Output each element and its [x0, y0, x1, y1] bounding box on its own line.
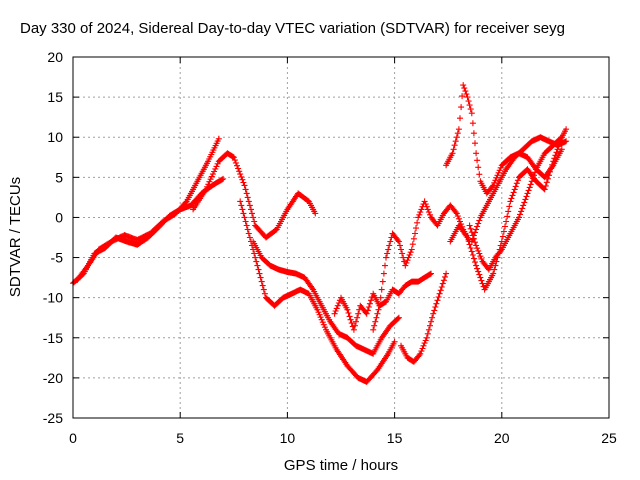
x-tick-label: 15: [387, 430, 403, 446]
series-5: [250, 238, 402, 357]
series-8: [398, 270, 450, 365]
series-7: [370, 198, 473, 333]
series-4-markers: [237, 198, 398, 385]
y-tick-label: -20: [43, 370, 63, 386]
x-tick-label: 10: [280, 430, 296, 446]
x-tick-label: 5: [176, 430, 184, 446]
series-4: [237, 198, 398, 385]
series-11: [466, 126, 570, 273]
y-tick-label: 0: [55, 209, 63, 225]
tick-labels: 0 5 10 15 20 25 -25 -20 -15 -10 -5 0 5 10 15 20: [43, 49, 617, 446]
chart-title: Day 330 of 2024, Sidereal Day-to-day VTE…: [20, 20, 565, 37]
x-axis-label: GPS time / hours: [284, 457, 398, 474]
series-6-markers: [331, 270, 434, 333]
y-tick-label: 20: [47, 49, 63, 65]
y-tick-label: -5: [51, 250, 64, 266]
x-tick-label: 20: [494, 430, 510, 446]
series-3-markers: [190, 150, 319, 241]
axis-ticks: [72, 56, 610, 419]
series-2-markers: [74, 135, 222, 283]
series-2: [74, 135, 222, 283]
y-axis-label: SDTVAR / TECUs: [7, 177, 24, 297]
series-6: [331, 270, 434, 333]
series-10: [447, 134, 565, 293]
series-10-markers: [447, 134, 565, 293]
series-12: [468, 134, 570, 245]
series-7-markers: [370, 198, 473, 333]
data-points: [70, 82, 570, 385]
series-12-markers: [468, 134, 570, 245]
x-tick-label: 0: [69, 430, 77, 446]
series-5-markers: [250, 238, 402, 357]
y-tick-label: -25: [43, 410, 63, 426]
y-tick-label: 10: [47, 129, 63, 145]
y-tick-label: 15: [47, 89, 63, 105]
y-tick-label: 5: [55, 169, 63, 185]
grid-lines: [73, 57, 609, 418]
series-8-markers: [398, 270, 450, 365]
plot-frame: [72, 56, 610, 419]
y-tick-label: -10: [43, 290, 63, 306]
series-11-markers: [466, 126, 570, 273]
y-tick-label: -15: [43, 330, 63, 346]
series-3: [190, 150, 319, 241]
x-tick-label: 25: [601, 430, 617, 446]
